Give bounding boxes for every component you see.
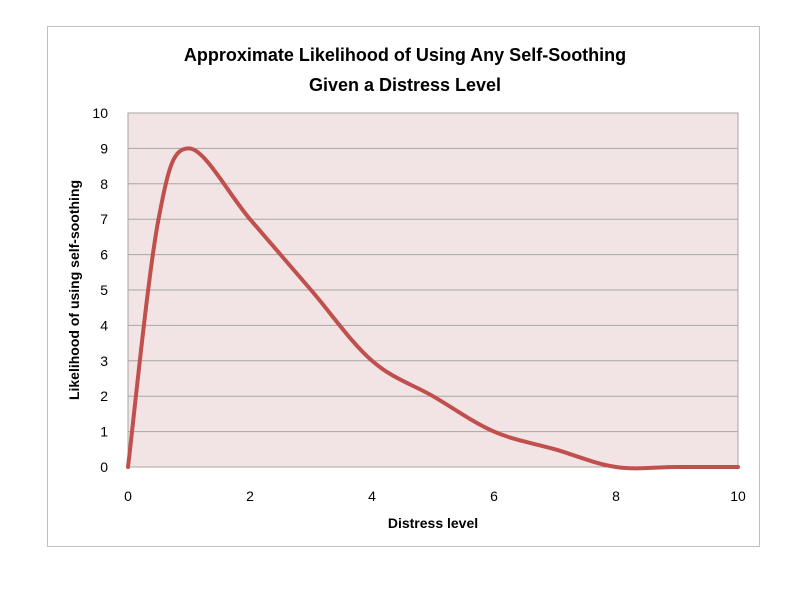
y-tick-label: 0 — [100, 459, 108, 475]
y-tick-label: 10 — [92, 105, 108, 121]
data-series-line — [126, 146, 740, 471]
x-tick-label: 4 — [368, 488, 376, 504]
y-tick-label: 7 — [100, 211, 108, 227]
y-tick-label: 1 — [100, 424, 108, 440]
y-axis-ticks: 0 1 2 3 4 5 6 7 8 9 10 — [92, 105, 108, 475]
y-tick-label: 6 — [100, 247, 108, 263]
chart-title-line-1: Approximate Likelihood of Using Any Self… — [184, 45, 626, 65]
y-tick-label: 8 — [100, 176, 108, 192]
x-axis-ticks: 0 2 4 6 8 10 — [124, 488, 746, 504]
x-tick-label: 0 — [124, 488, 132, 504]
y-tick-label: 2 — [100, 388, 108, 404]
y-tick-label: 5 — [100, 282, 108, 298]
y-tick-label: 4 — [100, 317, 108, 333]
x-tick-label: 8 — [612, 488, 620, 504]
x-axis-label: Distress level — [388, 515, 478, 531]
x-tick-label: 6 — [490, 488, 498, 504]
y-tick-label: 9 — [100, 140, 108, 156]
x-tick-label: 10 — [730, 488, 746, 504]
y-tick-label: 3 — [100, 353, 108, 369]
x-tick-label: 2 — [246, 488, 254, 504]
y-axis-label: Likelihood of using self-soothing — [66, 180, 82, 400]
chart-title-line-2: Given a Distress Level — [309, 75, 501, 95]
